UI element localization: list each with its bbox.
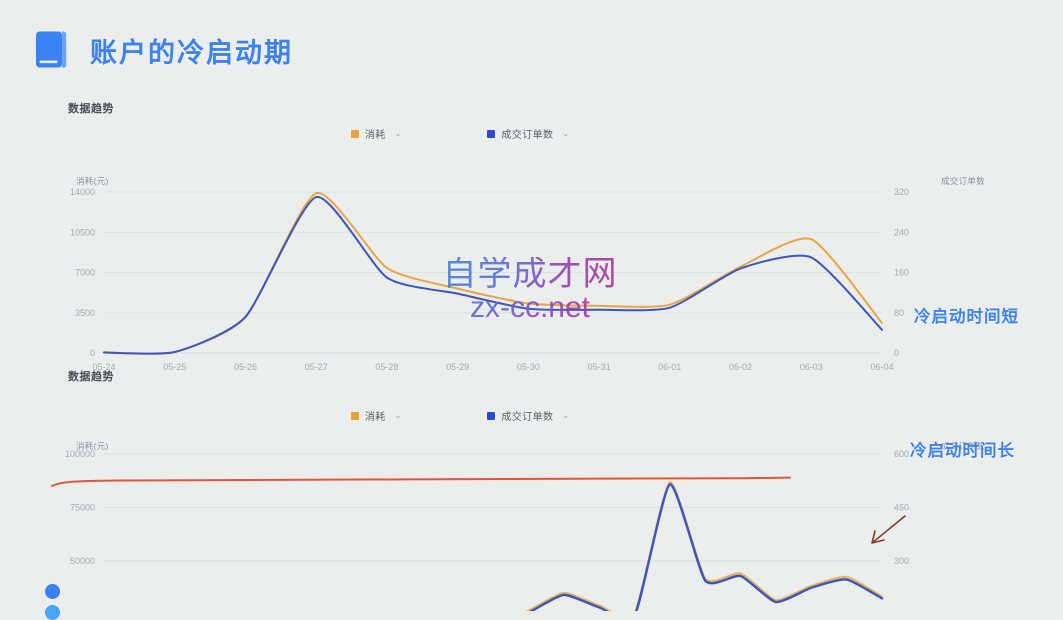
left-axis-title-1: 消耗(元) <box>76 176 109 186</box>
x-tick-label: 05-26 <box>234 362 257 372</box>
x-tick-label: 06-02 <box>729 362 752 372</box>
legend-label-spend: 消耗 <box>364 412 386 423</box>
series-line-orders <box>529 483 884 611</box>
y2-tick-label: 320 <box>894 187 909 197</box>
legend-swatch-spend <box>350 411 359 420</box>
x-tick-label: 05-25 <box>163 362 186 372</box>
legend-swatch-orders <box>487 411 496 420</box>
chevron-down-icon[interactable]: ⌄ <box>394 129 402 138</box>
chart-caption-1: 数据趋势 <box>68 103 114 115</box>
y2-tick-label: 600 <box>894 449 909 459</box>
chart-legend-2: 消耗 ⌄ 成交订单数 ⌄ <box>0 408 920 423</box>
annotation-pointer-arrow <box>871 515 906 544</box>
y-tick-label: 75000 <box>70 503 95 513</box>
x-tick-label: 05-24 <box>92 362 115 372</box>
y-tick-label: 0 <box>90 348 95 358</box>
chart-block-long-cold-start: 数据趋势 消耗 ⌄ 成交订单数 ⌄ 消耗(元) 成交订单数 25000 50000… <box>0 368 1063 611</box>
page-header: 账户的冷启动期 <box>34 30 293 70</box>
x-tick-label: 05-30 <box>517 362 540 372</box>
decorative-dot <box>45 584 60 599</box>
x-tick-label: 05-28 <box>375 362 398 372</box>
book-icon <box>36 31 67 68</box>
decorative-dot <box>45 605 60 620</box>
y-tick-label: 25000 <box>70 610 95 612</box>
chevron-down-icon[interactable]: ⌄ <box>394 411 402 420</box>
y-tick-label: 100000 <box>65 449 95 459</box>
annotation-short-cold-start: 冷启动时间短 <box>914 308 1019 326</box>
series-line-spend <box>525 481 884 611</box>
chart-legend-1: 消耗 ⌄ 成交订单数 ⌄ <box>0 126 920 141</box>
y-tick-label: 14000 <box>70 187 95 197</box>
y2-tick-label: 150 <box>894 610 909 612</box>
x-tick-label: 05-31 <box>588 362 611 372</box>
annotation-flat-baseline <box>51 476 791 487</box>
y2-tick-label: 160 <box>894 268 909 278</box>
chevron-down-icon[interactable]: ⌄ <box>562 129 570 138</box>
y-tick-label: 3500 <box>75 308 95 318</box>
legend-item-orders[interactable]: 成交订单数 ⌄ <box>487 408 569 423</box>
x-tick-label: 06-04 <box>870 362 893 372</box>
legend-swatch-spend <box>350 129 359 138</box>
x-tick-label: 05-29 <box>446 362 469 372</box>
legend-swatch-orders <box>487 129 496 138</box>
legend-label-orders: 成交订单数 <box>501 130 554 141</box>
x-tick-label: 06-03 <box>800 362 823 372</box>
y2-tick-label: 80 <box>894 308 904 318</box>
trend-chart-1: 0 3500 7000 10500 14000 0 80 160 240 320 05-24 05-2… <box>70 187 909 372</box>
y2-tick-label: 450 <box>894 503 909 513</box>
series-line-orders <box>103 196 883 355</box>
x-tick-label: 06-01 <box>658 362 681 372</box>
legend-label-spend: 消耗 <box>364 130 386 141</box>
legend-label-orders: 成交订单数 <box>501 412 554 423</box>
y-tick-label: 10500 <box>70 227 95 237</box>
y2-tick-label: 300 <box>894 556 909 566</box>
right-axis-title-2: 成交订单数 <box>940 441 985 451</box>
trend-chart-2: 25000 50000 75000 100000 150 300 450 600 <box>51 449 909 612</box>
y2-tick-label: 240 <box>894 227 909 237</box>
page-title: 账户的冷启动期 <box>90 37 293 68</box>
y2-tick-label: 0 <box>894 348 899 358</box>
chart-caption-2: 数据趋势 <box>68 371 114 383</box>
x-tick-label: 05-27 <box>305 362 328 372</box>
left-axis-title-2: 消耗(元) <box>76 441 109 451</box>
legend-item-spend[interactable]: 消耗 ⌄ <box>350 126 402 141</box>
legend-item-spend[interactable]: 消耗 ⌄ <box>350 408 402 423</box>
annotation-long-cold-start: 冷启动时间长 <box>910 442 1015 460</box>
chart-block-short-cold-start: 数据趋势 消耗 ⌄ 成交订单数 ⌄ 消耗(元) 成交订单数 0 3500 7000 1… <box>0 100 1063 375</box>
chevron-down-icon[interactable]: ⌄ <box>562 411 570 420</box>
y-tick-label: 50000 <box>70 556 95 566</box>
right-axis-title-1: 成交订单数 <box>940 176 985 186</box>
series-line-spend <box>103 192 883 355</box>
legend-item-orders[interactable]: 成交订单数 ⌄ <box>487 126 569 141</box>
y-tick-label: 7000 <box>75 268 95 278</box>
